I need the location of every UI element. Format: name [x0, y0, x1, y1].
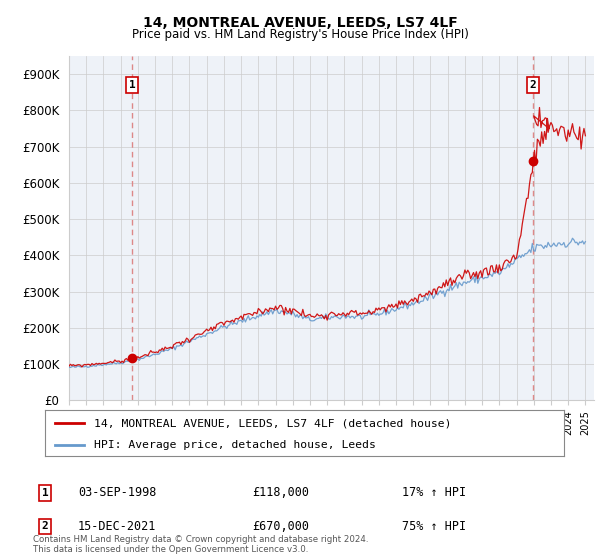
- Text: Price paid vs. HM Land Registry's House Price Index (HPI): Price paid vs. HM Land Registry's House …: [131, 28, 469, 41]
- Text: 2: 2: [41, 521, 49, 531]
- Text: 14, MONTREAL AVENUE, LEEDS, LS7 4LF: 14, MONTREAL AVENUE, LEEDS, LS7 4LF: [143, 16, 457, 30]
- Text: £670,000: £670,000: [252, 520, 309, 533]
- Text: 1: 1: [129, 80, 136, 90]
- Text: 1: 1: [41, 488, 49, 498]
- Text: 03-SEP-1998: 03-SEP-1998: [78, 486, 157, 500]
- Text: 2: 2: [530, 80, 536, 90]
- Text: HPI: Average price, detached house, Leeds: HPI: Average price, detached house, Leed…: [94, 440, 376, 450]
- Text: 17% ↑ HPI: 17% ↑ HPI: [402, 486, 466, 500]
- Text: 15-DEC-2021: 15-DEC-2021: [78, 520, 157, 533]
- Text: Contains HM Land Registry data © Crown copyright and database right 2024.
This d: Contains HM Land Registry data © Crown c…: [33, 535, 368, 554]
- Text: 14, MONTREAL AVENUE, LEEDS, LS7 4LF (detached house): 14, MONTREAL AVENUE, LEEDS, LS7 4LF (det…: [94, 418, 452, 428]
- Text: 75% ↑ HPI: 75% ↑ HPI: [402, 520, 466, 533]
- Text: £118,000: £118,000: [252, 486, 309, 500]
